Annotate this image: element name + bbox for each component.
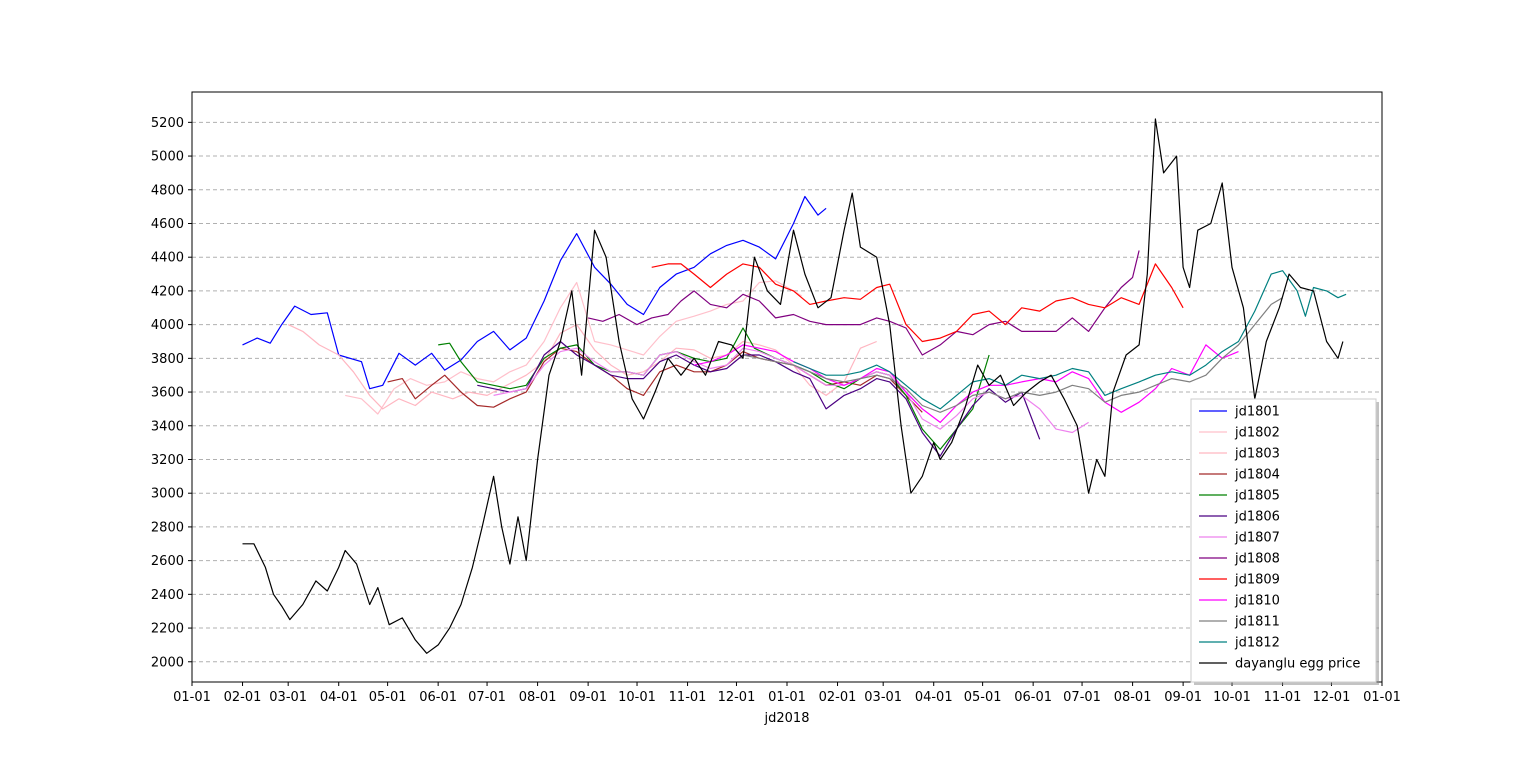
series-line-jd1812 <box>793 270 1347 410</box>
series-line-dayanglu-egg-price <box>242 118 1344 654</box>
series-line-jd1809 <box>651 263 1184 343</box>
series-line-jd1810 <box>693 344 1239 423</box>
y-tick-label: 3000 <box>151 487 184 502</box>
series-line-jd1801 <box>242 195 827 390</box>
x-tick-label: 08-01 <box>1114 690 1152 705</box>
y-tick-label: 2600 <box>151 554 184 569</box>
x-tick-label: 10-01 <box>1213 690 1251 705</box>
legend-label: jd1811 <box>1234 615 1280 630</box>
x-tick-label: 09-01 <box>1164 690 1202 705</box>
x-tick-label: 01-01 <box>1363 690 1401 705</box>
legend-label: jd1806 <box>1234 510 1280 525</box>
series-lines <box>242 118 1347 654</box>
x-tick-label: 01-01 <box>768 690 806 705</box>
x-tick-label: 10-01 <box>618 690 656 705</box>
legend-label: jd1803 <box>1234 447 1280 462</box>
series-line-jd1806 <box>477 340 1041 457</box>
x-tick-label: 04-01 <box>915 690 953 705</box>
legend-label: jd1812 <box>1234 636 1280 651</box>
x-tick-label: 04-01 <box>320 690 358 705</box>
x-tick-label: 02-01 <box>819 690 857 705</box>
x-tick-label: 07-01 <box>1063 690 1101 705</box>
x-tick-label: 07-01 <box>468 690 506 705</box>
legend-label: jd1805 <box>1234 489 1280 504</box>
y-tick-label: 4200 <box>151 284 184 299</box>
x-tick-label: 03-01 <box>269 690 307 705</box>
x-tick-label: 05-01 <box>369 690 407 705</box>
y-tick-label: 5000 <box>151 150 184 165</box>
y-tick-label: 3200 <box>151 453 184 468</box>
y-tick-label: 4400 <box>151 251 184 266</box>
y-tick-label: 4800 <box>151 183 184 198</box>
x-tick-label: 12-01 <box>718 690 756 705</box>
x-tick-label: 05-01 <box>964 690 1002 705</box>
legend-label: dayanglu egg price <box>1235 657 1360 672</box>
legend-label: jd1808 <box>1234 552 1280 567</box>
legend-box <box>1190 398 1377 683</box>
y-tick-label: 2400 <box>151 588 184 603</box>
y-tick-label: 3800 <box>151 352 184 367</box>
legend-label: jd1802 <box>1234 426 1280 441</box>
y-axis: 2000 2200 2400 2600 2800 3000 3200 3400 3600 3800… <box>151 116 192 670</box>
series-line-jd1803 <box>287 324 877 410</box>
series-line-jd1804 <box>387 347 923 413</box>
x-tick-label: 01-01 <box>173 690 211 705</box>
legend: jd1801 jd1802 jd1803 jd1804 jd1805 jd1806 jd18… <box>1190 398 1379 685</box>
y-tick-label: 2200 <box>151 622 184 637</box>
x-tick-label: 03-01 <box>864 690 902 705</box>
y-tick-label: 2000 <box>151 655 184 670</box>
legend-label: jd1804 <box>1234 468 1280 483</box>
y-tick-label: 3600 <box>151 386 184 401</box>
x-tick-label: 09-01 <box>569 690 607 705</box>
x-tick-label: 06-01 <box>419 690 457 705</box>
legend-label: jd1801 <box>1234 405 1280 420</box>
series-line-jd1808 <box>587 250 1140 356</box>
legend-label: jd1810 <box>1234 594 1280 609</box>
x-tick-label: 12-01 <box>1313 690 1351 705</box>
y-tick-label: 4000 <box>151 318 184 333</box>
x-tick-label: 02-01 <box>224 690 262 705</box>
legend-label: jd1807 <box>1234 531 1280 546</box>
legend-label: jd1809 <box>1234 573 1280 588</box>
x-axis-title: jd2018 <box>764 711 810 726</box>
grid-lines <box>192 121 1382 663</box>
y-tick-label: 5200 <box>151 116 184 131</box>
series-line-jd1811 <box>742 297 1283 413</box>
x-tick-label: 08-01 <box>519 690 557 705</box>
y-tick-label: 3400 <box>151 419 184 434</box>
y-tick-label: 4600 <box>151 217 184 232</box>
x-tick-label: 11-01 <box>669 690 707 705</box>
x-axis: 01-01 02-01 03-01 04-01 05-01 06-01 07-01 08-01… <box>173 682 1401 705</box>
x-tick-label: 06-01 <box>1014 690 1052 705</box>
x-tick-label: 11-01 <box>1264 690 1302 705</box>
y-tick-label: 2800 <box>151 520 184 535</box>
